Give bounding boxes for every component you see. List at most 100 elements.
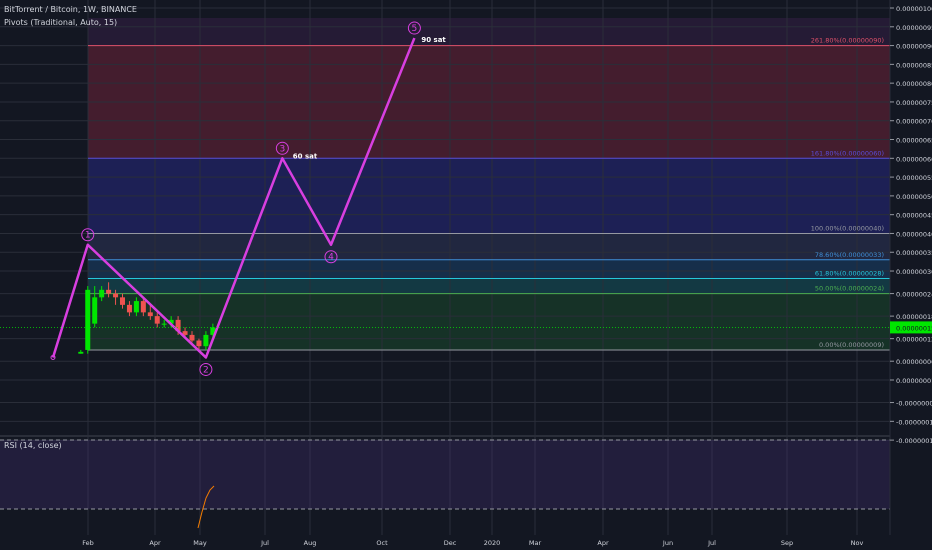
price-tick-label: 0.00000085 [896, 61, 932, 69]
rsi-line [197, 485, 215, 529]
wave-label: 4 [328, 253, 334, 263]
price-tick-label: 0.00000090 [896, 43, 932, 51]
price-tick-label: -0.00000015 [896, 437, 932, 445]
fib-label: 100.00%(0.00000040) [811, 224, 884, 232]
price-tick-label: 0.00000006 [896, 358, 932, 366]
axis-bg [0, 535, 932, 550]
fib-levels: 261.80%(0.00000090)161.80%(0.00000060)10… [88, 37, 890, 351]
wave-label: 2 [203, 365, 209, 375]
time-tick-label: Oct [376, 539, 388, 547]
price-tick-label: -0.0000001 [896, 418, 932, 426]
candle-body [210, 327, 216, 335]
time-tick-label: Sep [781, 539, 793, 547]
fib-label: 161.80%(0.00000060) [811, 149, 884, 157]
time-tick-label: Jun [662, 539, 673, 547]
candle-body [182, 331, 188, 335]
fib-label: 78.60%(0.00000033) [815, 251, 884, 259]
wave-label: 5 [412, 24, 418, 34]
price-tick-label: -0.00000005 [896, 400, 932, 408]
symbol-title[interactable]: BitTorrent / Bitcoin, 1W, BINANCE [4, 5, 137, 14]
candle-body [203, 334, 209, 347]
rsi-title[interactable]: RSI (14, close) [4, 441, 62, 450]
fib-label: 0.00%(0.00000009) [819, 341, 884, 349]
fib-zone [88, 259, 890, 279]
candle-body [154, 316, 160, 324]
time-tick-label: May [193, 539, 207, 547]
time-tick-label: Aug [304, 539, 317, 547]
current-price-label: 0.00000015 [896, 324, 932, 332]
candle-body [78, 351, 84, 354]
fib-zone [88, 18, 890, 46]
price-tick-label: 0.00000045 [896, 212, 932, 220]
price-tick-label: 0.00000065 [896, 137, 932, 145]
time-tick-label: Dec [444, 539, 457, 547]
candle-body [140, 301, 146, 313]
price-tick-label: 0.00000070 [896, 118, 932, 126]
current-price-tag [890, 321, 932, 334]
time-tick-label: Nov [851, 539, 864, 547]
price-tick-label: 0.00000095 [896, 24, 932, 32]
price-axis[interactable]: 0.00000100 0.00000095 0.00000090 0.00000085… [0, 0, 932, 535]
candle-body [120, 297, 125, 305]
price-annotation: 90 sat [421, 36, 446, 44]
indicator-title[interactable]: Pivots (Traditional, Auto, 15) [4, 18, 118, 27]
wave-line [51, 37, 416, 359]
price-tick-label: 0.00000024 [896, 291, 932, 299]
price-tick-label: 0.00000040 [896, 230, 932, 238]
candle-body [147, 312, 153, 317]
wave-label-circle [81, 228, 95, 242]
price-tick-label: 0.00000060 [896, 155, 932, 163]
price-tick-label: 0.00000030 [896, 268, 932, 276]
time-tick-label: Apr [149, 539, 161, 547]
candle-body [126, 304, 132, 313]
fib-zone [88, 233, 890, 260]
price-annotation: 60 sat [293, 152, 318, 160]
candle-body [92, 297, 98, 324]
price-tick-label: 0.00000100 [896, 5, 932, 13]
candle-body [85, 289, 91, 350]
candle-body [106, 289, 112, 294]
time-tick-label: Feb [82, 539, 94, 547]
rsi-pane: 60.000050.000040.0000 [0, 435, 923, 529]
candle-body [168, 319, 174, 324]
price-tick-label: 0.00000018 [896, 313, 932, 321]
candle-body [99, 289, 105, 298]
fib-zones [88, 18, 890, 350]
time-tick-label: 2020 [484, 539, 501, 547]
candle-body [133, 301, 139, 313]
fib-label: 61.80%(0.00000028) [815, 270, 884, 278]
time-tick-label: Apr [597, 539, 609, 547]
fib-zone [88, 278, 890, 294]
candle-body [175, 319, 181, 332]
wave-label-circle [199, 362, 213, 376]
axis-bg [890, 0, 932, 535]
candle-body [196, 340, 202, 347]
price-tick-label: 0.00000080 [896, 80, 932, 88]
fib-zone [88, 293, 890, 350]
rsi-band [0, 440, 890, 509]
time-tick-label: Jul [260, 539, 269, 547]
candle-body [189, 334, 195, 341]
wave-label-circle [407, 21, 421, 35]
wave-label-circle [324, 250, 338, 264]
time-tick-label: Jul [707, 539, 716, 547]
price-tick-label: 0.00000055 [896, 174, 932, 182]
price-tick-label: 0.00000050 [896, 193, 932, 201]
fib-label: 50.00%(0.00000024) [815, 285, 884, 293]
time-tick-label: Mar [529, 539, 542, 547]
price-tick-label: 0.00000012 [896, 336, 932, 344]
price-tick-label: 0.00000001 [896, 377, 932, 385]
wave-label: 3 [279, 144, 285, 154]
candle-body [161, 323, 167, 325]
elliott-wave[interactable]: 1 2 3 4 5 60 sat 90 sat [50, 21, 446, 376]
candles[interactable] [78, 282, 216, 354]
price-tick-label: 0.00000035 [896, 249, 932, 257]
price-tick-label: 0.00000075 [896, 99, 932, 107]
candle-body [113, 293, 119, 298]
fib-label: 261.80%(0.00000090) [811, 37, 884, 45]
wave-label: 1 [85, 231, 91, 241]
time-axis[interactable]: Feb Apr May Jul Aug Oct Dec 2020 Mar Apr Jun Jul Sep… [0, 535, 932, 550]
wave-label-circle [275, 141, 289, 155]
wave-origin [50, 354, 56, 360]
